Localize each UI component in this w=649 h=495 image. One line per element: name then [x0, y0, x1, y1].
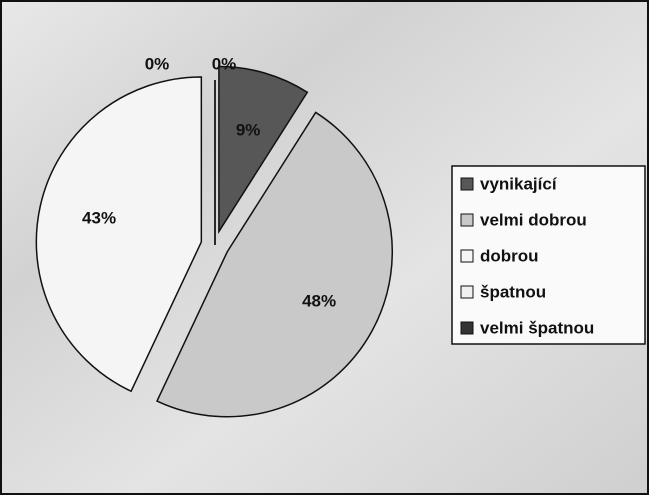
legend-label: velmi dobrou [480, 210, 587, 229]
legend-label: špatnou [480, 282, 546, 301]
legend-label: velmi špatnou [480, 318, 594, 337]
legend-box [451, 165, 646, 345]
legend-marker [460, 213, 474, 227]
pie-slice [218, 65, 309, 235]
pie-slice [35, 76, 203, 393]
legend-marker [460, 321, 474, 335]
value-label: 9% [236, 120, 261, 139]
pie-slice [156, 111, 393, 418]
legend-marker [460, 249, 474, 263]
legend-marker [460, 177, 474, 191]
legend-label: vynikající [480, 174, 558, 193]
value-label: 43% [82, 209, 116, 228]
legend-label: dobrou [480, 246, 539, 265]
value-label: 48% [302, 292, 336, 311]
value-label: 0% [212, 54, 237, 73]
value-label: 0% [145, 54, 170, 73]
legend-marker [460, 285, 474, 299]
